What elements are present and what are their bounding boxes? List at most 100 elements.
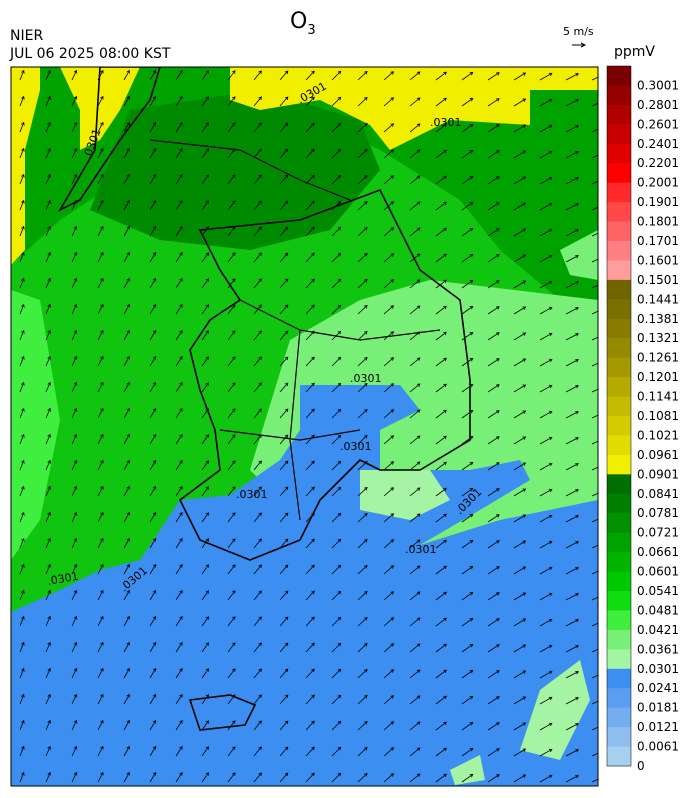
wind-arrowhead [258, 694, 262, 698]
wind-arrow [435, 487, 447, 497]
wind-arrow [279, 772, 289, 783]
wind-arrow [591, 180, 598, 185]
wind-arrowhead [364, 383, 368, 387]
wind-arrowhead [416, 695, 421, 699]
wind-arrow [409, 97, 421, 107]
wind-arrowhead [416, 539, 421, 543]
wind-arrow [331, 253, 341, 263]
wind-arrowhead [284, 382, 289, 387]
wind-arrowhead [205, 252, 209, 256]
wind-arrowhead [47, 329, 51, 334]
contour-label: .0301 [350, 372, 382, 385]
wind-arrow [175, 148, 183, 159]
wind-arrow [383, 201, 394, 211]
wind-arrow [279, 434, 289, 445]
wind-arrowhead [602, 542, 605, 545]
wind-arrowhead [311, 720, 315, 725]
wind-arrow [45, 330, 51, 341]
wind-arrowhead [100, 251, 104, 256]
wind-arrow [227, 96, 236, 107]
wind-arrow [19, 148, 25, 159]
wind-arrow [123, 720, 130, 731]
wind-arrow [591, 648, 598, 653]
wind-arrow [383, 643, 394, 653]
wind-arrowhead [443, 279, 447, 284]
wind-arrowhead [284, 668, 289, 673]
wind-arrow [201, 408, 209, 419]
wind-arrowhead [548, 540, 553, 545]
wind-arrowhead [205, 720, 209, 724]
wind-arrowhead [47, 641, 51, 646]
wind-arrowhead [179, 720, 183, 724]
wind-arrowhead [179, 590, 183, 594]
wind-arrowhead [232, 382, 236, 386]
wind-arrowhead [73, 277, 78, 282]
wind-arrow [383, 71, 394, 81]
wind-arrow [19, 486, 25, 497]
wind-arrowhead [179, 174, 183, 178]
wind-arrow [331, 279, 341, 289]
wind-arrowhead [602, 594, 605, 597]
wind-arrow [435, 149, 447, 159]
wind-arrow [591, 232, 598, 237]
wind-arrow [409, 721, 421, 731]
wind-arrow [227, 720, 236, 731]
wind-arrow [19, 512, 25, 523]
wind-arrow [253, 382, 262, 393]
wind-arrow [201, 356, 209, 367]
wind-arrow [565, 229, 579, 237]
wind-arrow [305, 148, 315, 159]
wind-arrow [409, 461, 421, 471]
wind-arrowhead [390, 669, 395, 673]
wind-arrow [357, 487, 368, 497]
wind-arrow [175, 356, 183, 367]
wind-arrowhead [602, 100, 605, 103]
wind-arrow [357, 357, 368, 367]
wind-arrow [591, 284, 598, 289]
wind-arrowhead [284, 200, 289, 205]
wind-arrow [539, 566, 553, 575]
wind-arrow [435, 513, 447, 523]
wind-arrow [383, 487, 394, 497]
wind-arrowhead [496, 436, 500, 440]
wind-arrowhead [311, 512, 315, 517]
colorbar-label: 0.0061 [637, 740, 679, 754]
wind-arrow [123, 616, 130, 627]
colorbar-swatch [607, 474, 631, 495]
wind-arrowhead [390, 175, 395, 179]
wind-arrowhead [522, 176, 527, 180]
colorbar-label: 0.2801 [637, 98, 679, 112]
wind-arrow [19, 668, 25, 679]
colorbar-swatch [607, 435, 631, 456]
wind-arrow [253, 772, 262, 783]
wind-arrow [123, 486, 130, 497]
wind-arrow [539, 202, 553, 211]
wind-arrowhead [548, 644, 553, 649]
wind-arrow [409, 279, 421, 289]
wind-arrow [149, 772, 157, 783]
wind-arrowhead [205, 200, 209, 204]
wind-arrow [357, 227, 368, 237]
wind-arrow [435, 253, 447, 263]
wind-arrowhead [364, 227, 368, 231]
wind-arrowhead [284, 122, 289, 127]
source: NIER [10, 28, 43, 44]
wind-arrowhead [602, 568, 605, 571]
wind-arrowhead [284, 278, 289, 283]
wind-arrow [487, 488, 500, 497]
wind-arrow [591, 752, 598, 757]
wind-arrow [461, 592, 473, 601]
wind-arrowhead [126, 381, 130, 386]
wind-arrow [591, 76, 598, 81]
wind-arrow [279, 200, 289, 211]
wind-arrow [45, 408, 51, 419]
wind-arrowhead [179, 278, 183, 282]
wind-arrow [435, 71, 447, 81]
wind-arrow [123, 200, 130, 211]
wind-arrow [461, 332, 473, 341]
wind-arrow [227, 434, 236, 445]
wind-arrow [97, 96, 104, 107]
wind-arrow [305, 746, 315, 757]
wind-arrow [45, 642, 51, 653]
wind-arrow [513, 254, 526, 263]
